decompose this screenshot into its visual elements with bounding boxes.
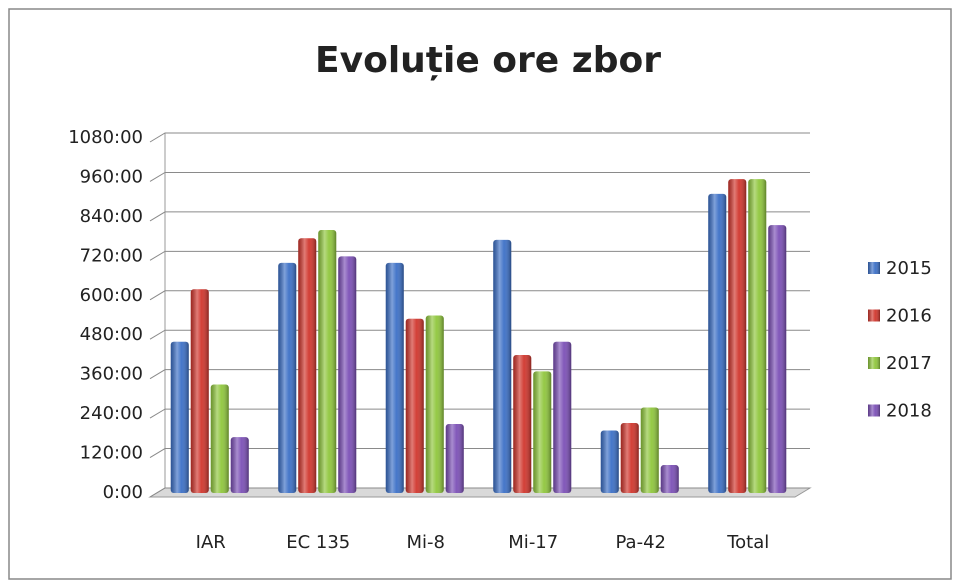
bar-shade: [190, 289, 209, 493]
legend-label: 2015: [886, 258, 932, 279]
bar-shade: [445, 423, 464, 493]
bar-shade: [405, 318, 424, 493]
bar-shade: [318, 230, 337, 493]
legend-swatch-shade: [868, 262, 880, 274]
grid-line: [149, 171, 810, 182]
y-tick-label: 720:00: [80, 245, 143, 266]
y-tick-label: 600:00: [80, 285, 143, 306]
bar-shade: [513, 354, 532, 493]
bar-shade: [298, 238, 317, 493]
y-tick-label: 120:00: [80, 443, 143, 464]
x-tick-label: EC 135: [286, 532, 350, 553]
bar-shade: [768, 225, 787, 493]
chart-title: Evoluție ore zbor: [315, 40, 661, 81]
bar-shade: [385, 262, 404, 493]
bar-shade: [493, 239, 512, 493]
bar-shade: [338, 256, 357, 493]
bar-shade: [278, 262, 297, 493]
y-tick-label: 960:00: [80, 166, 143, 187]
bar-shade: [708, 193, 727, 493]
y-tick-label: 360:00: [80, 364, 143, 385]
bar-shade: [230, 437, 249, 493]
bar-shade: [553, 341, 572, 493]
bar-shade: [640, 407, 659, 493]
bar-shade: [533, 371, 552, 493]
grid-line: [149, 369, 810, 380]
x-tick-label: Mi-8: [407, 532, 445, 553]
x-tick-label: Pa-42: [616, 532, 666, 553]
grid-line: [149, 408, 810, 419]
grid-line: [149, 132, 810, 143]
y-tick-label: 0:00: [103, 482, 143, 503]
grid-line: [149, 448, 810, 458]
grid-line: [149, 487, 810, 498]
y-tick-label: 840:00: [80, 206, 143, 227]
bar-shade: [748, 179, 767, 494]
y-tick-label: 480:00: [80, 324, 143, 345]
y-tick-label: 240:00: [80, 403, 143, 424]
bar-shade: [425, 315, 444, 493]
legend-label: 2016: [886, 306, 932, 327]
legend-label: 2018: [886, 401, 932, 422]
bar-shade: [620, 422, 639, 493]
legend-label: 2017: [886, 353, 932, 374]
bar-shade: [210, 384, 229, 493]
bar-shade: [660, 465, 679, 493]
y-tick-label: 1080:00: [68, 127, 143, 148]
bar-shade: [170, 341, 189, 493]
x-tick-label: IAR: [196, 532, 226, 553]
x-tick-label: Total: [726, 532, 769, 553]
legend-swatch-shade: [868, 357, 880, 369]
x-tick-label: Mi-17: [508, 532, 558, 553]
grid-line: [149, 250, 810, 261]
chart-frame: [8, 8, 952, 580]
grid-line: [149, 329, 810, 340]
legend-swatch-shade: [868, 309, 880, 322]
bar-shade: [728, 179, 747, 494]
grid-line: [149, 290, 810, 301]
bar-shade: [600, 430, 619, 493]
legend-swatch-shade: [868, 404, 880, 417]
grid-line: [149, 211, 810, 222]
